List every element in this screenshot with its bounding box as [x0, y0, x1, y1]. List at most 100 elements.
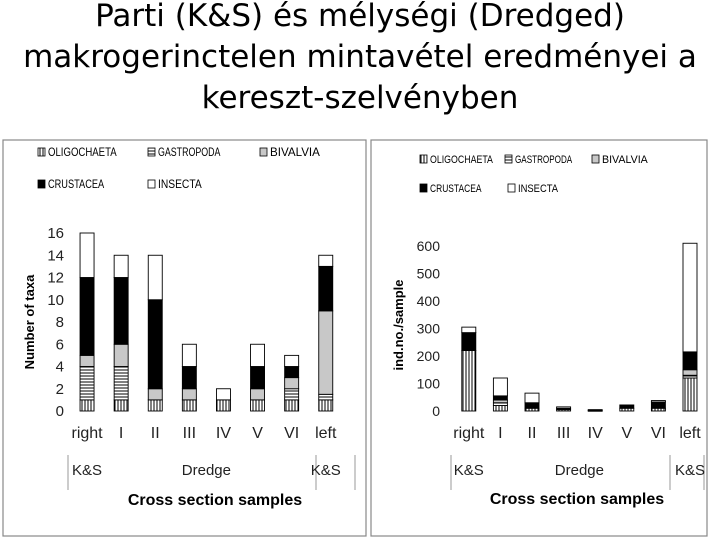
taxa-x-tick-label: left [315, 425, 337, 442]
chart-individuals-frame [370, 139, 708, 537]
taxa-group-label-k-s: K&S [311, 462, 341, 479]
taxa-bar-v-oligochaeta [250, 399, 266, 412]
individuals-bar-ii-crustacea [524, 402, 540, 409]
taxa-y-tick-label: 16 [47, 225, 64, 242]
slide-title-line-1: Parti (K&S) és mélységi (Dredged) [95, 0, 625, 34]
taxa-x-tick-label: VI [284, 425, 299, 442]
individuals-x-axis-title: Cross section samples [490, 491, 664, 508]
taxa-legend-swatch-bivalvia [259, 147, 268, 157]
taxa-bar-right-oligochaeta [79, 399, 95, 412]
individuals-legend-swatch-crustacea [419, 183, 428, 193]
individuals-x-tick-label: V [621, 425, 632, 442]
slide-title-line-3: kereszt-szelvényben [201, 80, 519, 116]
taxa-bar-v-crustacea [250, 366, 266, 390]
individuals-x-tick-label: left [679, 425, 701, 442]
taxa-bar-iii-crustacea [181, 366, 197, 390]
individuals-bar-right-oligochaeta [461, 350, 477, 412]
taxa-bar-left-oligochaeta [318, 399, 334, 412]
individuals-x-tick-label: III [557, 425, 570, 442]
individuals-legend-swatch-bivalvia [591, 154, 600, 164]
taxa-x-tick-label: I [119, 425, 123, 442]
taxa-bar-i-oligochaeta [113, 399, 129, 412]
taxa-bar-ii-oligochaeta [147, 399, 163, 412]
taxa-legend-label-insecta: INSECTA [158, 177, 202, 191]
individuals-bar-vi-crustacea [650, 401, 666, 409]
taxa-bar-iii-insecta [181, 343, 197, 367]
individuals-legend-label-crustacea: CRUSTACEA [430, 183, 482, 195]
individuals-y-tick-label: 100 [417, 376, 441, 392]
taxa-bar-right-bivalvia [79, 354, 95, 367]
individuals-legend-swatch-gastropoda [504, 154, 513, 164]
individuals-y-axis-title: ind.no./sample [391, 279, 406, 370]
taxa-bar-ii-bivalvia [147, 388, 163, 401]
taxa-bar-vi-bivalvia [284, 377, 300, 390]
individuals-bar-v-crustacea [619, 404, 635, 409]
taxa-bar-vi-gastropoda [284, 388, 300, 401]
individuals-bar-i-oligochaeta [492, 405, 508, 412]
taxa-bar-iii-oligochaeta [181, 399, 197, 412]
individuals-bar-iii-insecta [556, 406, 572, 409]
individuals-legend-label-bivalvia: BIVALVIA [602, 154, 648, 166]
individuals-x-tick-label: VI [651, 425, 666, 442]
taxa-y-tick-label: 0 [56, 403, 64, 420]
taxa-x-tick-label: right [71, 425, 103, 442]
taxa-y-tick-label: 8 [56, 314, 64, 331]
taxa-bar-ii-insecta [147, 254, 163, 301]
slide-title-line-2: makrogerinctelen mintavétel eredményei a [23, 39, 697, 75]
chart-individuals-panel: OLIGOCHAETA GASTROPODA BIVALVIA CRUSTACEA IN… [370, 139, 708, 537]
taxa-group-label-k-s: K&S [72, 462, 102, 479]
individuals-bar-left-oligochaeta [682, 377, 698, 412]
taxa-legend-label-gastropoda: GASTROPODA [158, 145, 220, 159]
taxa-bar-iv-oligochaeta [215, 399, 231, 412]
taxa-x-tick-label: IV [216, 425, 231, 442]
taxa-x-tick-label: V [252, 425, 263, 442]
chart-taxa-frame [2, 139, 367, 537]
taxa-legend-label-bivalvia: BIVALVIA [270, 145, 320, 159]
taxa-legend-swatch-crustacea [37, 179, 46, 189]
individuals-legend-swatch-oligochaeta [419, 154, 428, 164]
individuals-y-tick-label: 0 [432, 403, 440, 419]
taxa-legend-label-oligochaeta: OLIGOCHAETA [48, 145, 117, 159]
taxa-bar-v-insecta [250, 343, 266, 367]
individuals-y-tick-label: 500 [417, 266, 441, 282]
taxa-y-tick-label: 4 [56, 359, 64, 376]
taxa-bar-vi-oligochaeta [284, 399, 300, 412]
individuals-x-tick-label: I [498, 425, 502, 442]
individuals-bar-i-crustacea [492, 395, 508, 401]
taxa-bar-iv-insecta [215, 388, 231, 401]
taxa-bar-right-gastropoda [79, 366, 95, 401]
taxa-bar-v-bivalvia [250, 388, 266, 401]
individuals-group-label-k-s: K&S [454, 462, 484, 479]
taxa-bar-left-gastropoda [318, 393, 334, 401]
slide-title: Parti (K&S) és mélységi (Dredged) makrog… [0, 0, 720, 119]
taxa-legend-swatch-gastropoda [147, 147, 156, 157]
individuals-bar-iv-insecta [587, 409, 603, 411]
individuals-legend-swatch-insecta [507, 183, 516, 193]
individuals-y-tick-label: 400 [417, 293, 441, 309]
individuals-bar-left-crustacea [682, 351, 698, 371]
taxa-bar-i-crustacea [113, 277, 129, 345]
individuals-y-tick-label: 300 [417, 321, 441, 337]
taxa-x-axis-title: Cross section samples [128, 492, 302, 509]
individuals-group-label-dredge: Dredge [555, 462, 604, 479]
taxa-bar-vi-crustacea [284, 366, 300, 379]
taxa-y-tick-label: 14 [47, 247, 64, 264]
taxa-y-tick-label: 10 [47, 292, 64, 309]
taxa-bar-left-bivalvia [318, 310, 334, 395]
individuals-legend-label-oligochaeta: OLIGOCHAETA [430, 154, 493, 166]
individuals-legend-label-insecta: INSECTA [518, 183, 559, 195]
taxa-legend-swatch-oligochaeta [37, 147, 46, 157]
individuals-y-tick-label: 200 [417, 348, 441, 364]
taxa-bar-i-insecta [113, 254, 129, 278]
taxa-group-label-dredge: Dredge [182, 462, 231, 479]
individuals-x-tick-label: II [528, 425, 537, 442]
individuals-bar-right-crustacea [461, 332, 477, 351]
taxa-bar-vi-insecta [284, 354, 300, 367]
taxa-bar-iii-bivalvia [181, 388, 197, 401]
individuals-bar-vi-insecta [650, 400, 666, 403]
individuals-bar-ii-insecta [524, 392, 540, 404]
individuals-y-tick-label: 600 [417, 238, 441, 254]
taxa-bar-left-crustacea [318, 265, 334, 312]
